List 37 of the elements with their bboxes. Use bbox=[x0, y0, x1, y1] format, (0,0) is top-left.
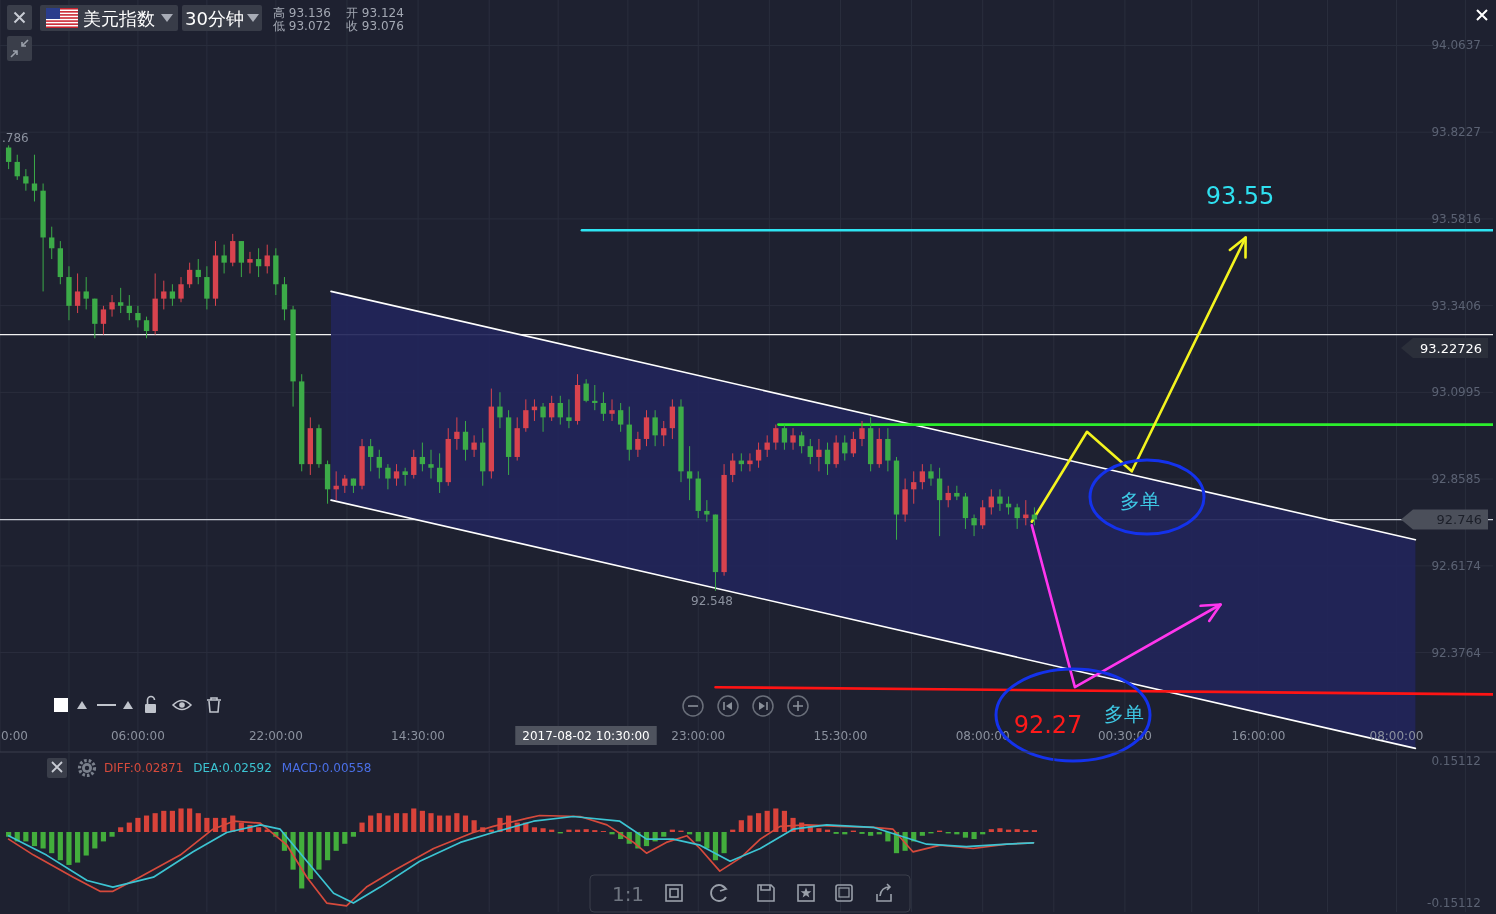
annotation: 多单 bbox=[1104, 702, 1144, 726]
annotation: 2017-08-02 10:30:00 bbox=[522, 729, 650, 743]
annotation: .786 bbox=[2, 131, 29, 145]
x-tick-label: 23:00:00 bbox=[671, 729, 726, 743]
x-tick-label: 16:00:00 bbox=[1231, 729, 1286, 743]
y-tick-label: 92.6174 bbox=[1431, 558, 1481, 573]
y-tick-label: 92.3764 bbox=[1431, 645, 1481, 660]
annotation: 93.22726 bbox=[1419, 340, 1482, 356]
annotation: 低 93.072 bbox=[273, 19, 331, 33]
x-tick-label: 08:00:00 bbox=[1369, 729, 1424, 743]
annotation: 开 93.124 bbox=[346, 6, 404, 20]
x-tick-label: 14:30:00 bbox=[391, 729, 446, 743]
annotation: 1:1 bbox=[611, 882, 645, 906]
annotation: 高 93.136 bbox=[273, 6, 331, 20]
annotation: 92.548 bbox=[691, 594, 733, 608]
toolbar: 1:1 bbox=[589, 874, 911, 913]
annotation: MACD:0.00558 bbox=[281, 761, 372, 775]
y-tick-label: 0.15112 bbox=[1431, 753, 1481, 768]
y-tick-label: 93.0995 bbox=[1431, 385, 1481, 400]
y-tick-label: -0.15112 bbox=[1427, 896, 1481, 911]
x-tick-label: 06:00:00 bbox=[110, 729, 165, 743]
x-tick-label: 22:00:00 bbox=[248, 729, 303, 743]
axis-tag: 2017-08-02 10:30:00 bbox=[515, 726, 657, 745]
x-tick-label: 15:30:00 bbox=[813, 729, 868, 743]
subtitle-dropdown: 30分钟 bbox=[182, 5, 262, 31]
y-tick-label: 93.5816 bbox=[1431, 211, 1481, 226]
annotation: 收 93.076 bbox=[346, 19, 404, 33]
axis-tag: 93.22726 bbox=[1401, 338, 1488, 358]
legend: DIFF:0.02871 DEA:0.02592 bbox=[104, 761, 272, 775]
x-tick-label: 0:00 bbox=[1, 729, 28, 743]
annotation: 93.55 bbox=[1205, 182, 1275, 210]
annotation: 92.27 bbox=[1013, 711, 1083, 739]
y-tick-label: 94.0637 bbox=[1431, 38, 1481, 53]
y-tick-label: 93.3406 bbox=[1431, 298, 1481, 313]
title-dropdown: 美元指数 bbox=[40, 5, 178, 31]
y-tick-label: 92.8585 bbox=[1431, 472, 1481, 487]
y-tick-label: 93.8227 bbox=[1431, 125, 1481, 140]
